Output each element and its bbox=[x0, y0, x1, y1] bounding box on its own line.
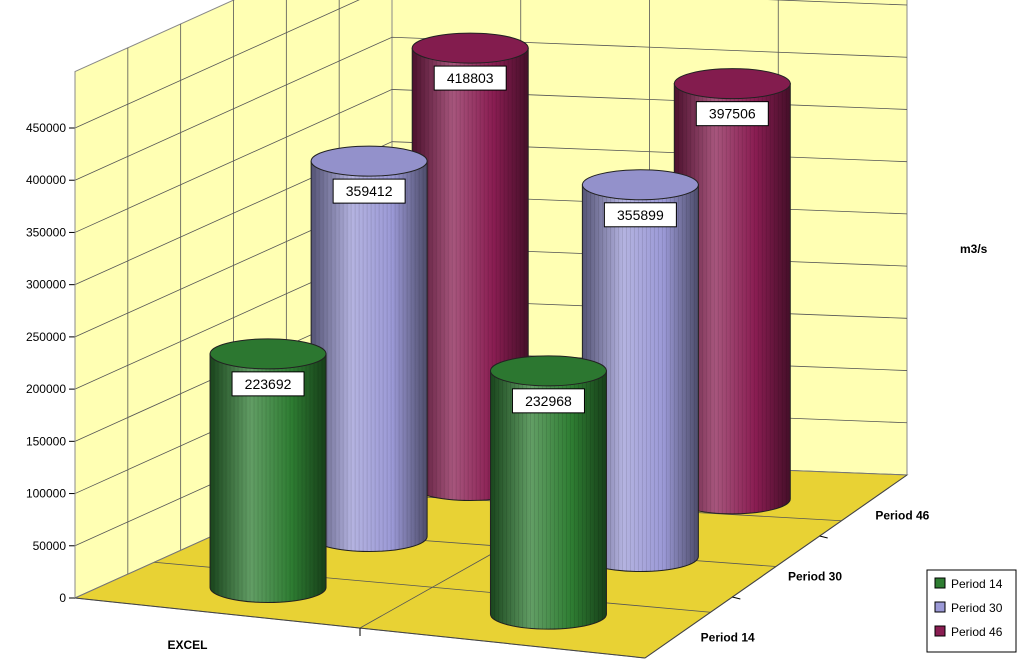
cylinder-bar bbox=[581, 169, 699, 572]
data-label: 359412 bbox=[346, 183, 393, 199]
legend-label: Period 30 bbox=[951, 601, 1003, 615]
cylinder-bar bbox=[673, 68, 791, 515]
y-tick-label: 100000 bbox=[26, 487, 66, 501]
y-tick-label: 0 bbox=[59, 591, 66, 605]
data-label-box bbox=[695, 101, 769, 127]
y-tick-label: 250000 bbox=[26, 330, 66, 344]
cylinder-bar bbox=[209, 338, 327, 603]
data-label-box bbox=[231, 371, 305, 397]
legend-swatch bbox=[934, 601, 946, 613]
x-tick-label: EXCEL bbox=[167, 638, 207, 652]
data-label: 232968 bbox=[525, 393, 572, 409]
y-tick-label: 350000 bbox=[26, 225, 66, 239]
x-axis: EXCELWAS bbox=[74, 597, 646, 659]
data-label: 355899 bbox=[617, 207, 664, 223]
data-label: 397506 bbox=[709, 106, 756, 122]
depth-tick bbox=[819, 535, 828, 539]
chart-bars bbox=[209, 32, 791, 630]
depth-axis: Period 14 Period 30 Period 46 bbox=[644, 474, 930, 659]
y-unit-label: m3/s bbox=[960, 242, 988, 256]
y-tick-label: 450000 bbox=[26, 121, 66, 135]
y-tick-label: 400000 bbox=[26, 173, 66, 187]
data-label-box bbox=[433, 65, 507, 91]
depth-tick-label: Period 46 bbox=[875, 509, 929, 523]
cylinder-top bbox=[673, 68, 791, 100]
data-label-box bbox=[603, 202, 677, 228]
legend-swatch bbox=[934, 577, 946, 589]
legend: Period 14 Period 30 Period 46 bbox=[926, 569, 1017, 653]
depth-tick bbox=[732, 596, 741, 600]
cylinder-bar bbox=[489, 355, 607, 630]
depth-tick-label: Period 30 bbox=[788, 570, 842, 584]
data-label-box bbox=[511, 388, 585, 414]
y-axis: 0 50000 100000 150000 200000 250000 300000 3500… bbox=[26, 71, 76, 605]
data-label: 223692 bbox=[245, 376, 292, 392]
cylinder-top bbox=[310, 145, 428, 177]
cylinder-body bbox=[209, 353, 327, 603]
cylinder-top bbox=[209, 338, 327, 370]
legend-label: Period 46 bbox=[951, 625, 1003, 639]
depth-tick-label: Period 14 bbox=[701, 631, 755, 645]
data-label-box bbox=[332, 178, 406, 204]
legend-swatch bbox=[934, 625, 946, 637]
y-tick-label: 50000 bbox=[33, 539, 67, 553]
chart-data-labels: 418803 397506 359412 355899 223692 232968 bbox=[231, 65, 769, 414]
legend-label: Period 14 bbox=[951, 577, 1003, 591]
y-tick-label: 300000 bbox=[26, 278, 66, 292]
y-tick-label: 150000 bbox=[26, 434, 66, 448]
cylinder-body bbox=[489, 370, 607, 630]
cylinder-top bbox=[411, 32, 529, 64]
cylinder-top bbox=[489, 355, 607, 387]
cylinder-bar bbox=[310, 145, 428, 552]
cylinder-body bbox=[310, 160, 428, 552]
cylinder-top bbox=[581, 169, 699, 201]
depth-axis-line bbox=[644, 474, 908, 659]
data-label: 418803 bbox=[447, 70, 494, 86]
y-tick-label: 200000 bbox=[26, 382, 66, 396]
